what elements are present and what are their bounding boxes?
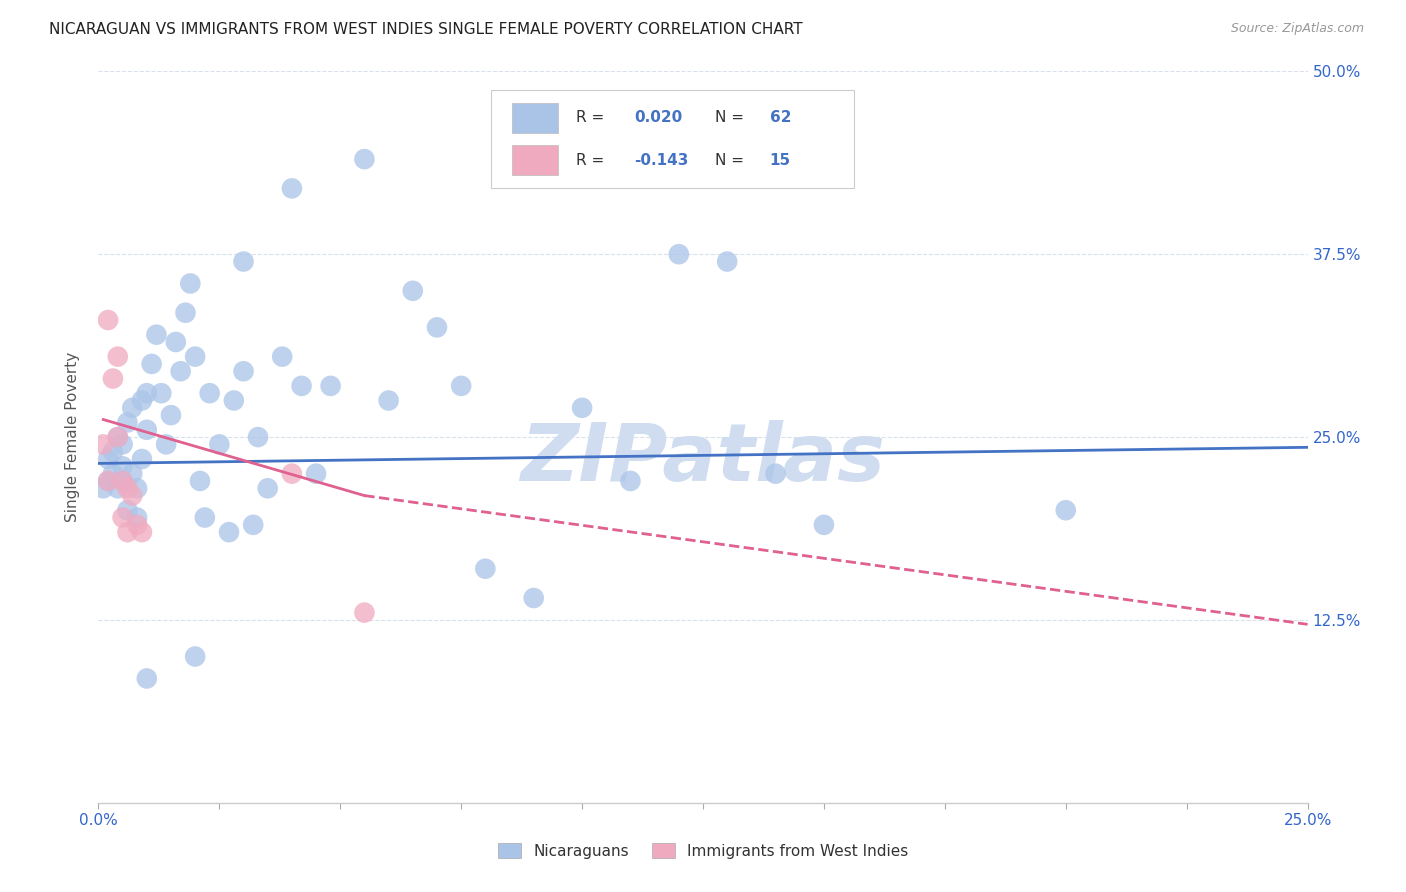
Point <box>619 474 641 488</box>
Point <box>107 430 129 444</box>
FancyBboxPatch shape <box>512 145 558 175</box>
Point <box>127 510 149 524</box>
Point <box>1054 503 1077 517</box>
Point <box>121 401 143 415</box>
Point <box>402 284 425 298</box>
Point <box>101 371 124 385</box>
Point <box>107 481 129 495</box>
Point <box>208 437 231 451</box>
Point <box>174 306 197 320</box>
Point <box>169 364 191 378</box>
Point <box>184 649 207 664</box>
Point <box>111 459 134 474</box>
Point <box>97 474 120 488</box>
Point <box>97 474 120 488</box>
Point <box>232 364 254 378</box>
Point <box>232 254 254 268</box>
Point <box>121 489 143 503</box>
Point <box>111 474 134 488</box>
Point <box>111 474 134 488</box>
Text: N =: N = <box>716 153 749 168</box>
Point <box>247 430 270 444</box>
Text: R =: R = <box>576 111 609 126</box>
Text: NICARAGUAN VS IMMIGRANTS FROM WEST INDIES SINGLE FEMALE POVERTY CORRELATION CHAR: NICARAGUAN VS IMMIGRANTS FROM WEST INDIE… <box>49 22 803 37</box>
Point <box>145 327 167 342</box>
Point <box>353 152 375 166</box>
Point <box>117 503 139 517</box>
Point <box>150 386 173 401</box>
Point <box>135 423 157 437</box>
Point <box>813 517 835 532</box>
Point <box>218 525 240 540</box>
Point <box>141 357 163 371</box>
Point <box>165 334 187 349</box>
Point <box>91 437 114 451</box>
Point <box>107 430 129 444</box>
Point <box>377 393 399 408</box>
Point <box>155 437 177 451</box>
Point <box>101 444 124 458</box>
Point <box>426 320 449 334</box>
Point <box>765 467 787 481</box>
Y-axis label: Single Female Poverty: Single Female Poverty <box>65 352 80 522</box>
Point <box>198 386 221 401</box>
Point <box>281 467 304 481</box>
Point <box>256 481 278 495</box>
Point <box>117 481 139 495</box>
Point <box>281 181 304 195</box>
Point <box>111 510 134 524</box>
Point <box>290 379 312 393</box>
Point <box>716 254 738 268</box>
Legend: Nicaraguans, Immigrants from West Indies: Nicaraguans, Immigrants from West Indies <box>492 837 914 864</box>
FancyBboxPatch shape <box>512 103 558 133</box>
Point <box>135 672 157 686</box>
Point <box>188 474 211 488</box>
Point <box>131 393 153 408</box>
Point <box>97 452 120 467</box>
Point <box>450 379 472 393</box>
Text: 0.020: 0.020 <box>634 111 682 126</box>
FancyBboxPatch shape <box>492 90 855 188</box>
Point <box>353 606 375 620</box>
Point <box>97 313 120 327</box>
Text: Source: ZipAtlas.com: Source: ZipAtlas.com <box>1230 22 1364 36</box>
Point <box>117 525 139 540</box>
Point <box>305 467 328 481</box>
Point <box>127 517 149 532</box>
Text: ZIPatlas: ZIPatlas <box>520 420 886 498</box>
Point <box>194 510 217 524</box>
Point <box>121 467 143 481</box>
Point <box>101 467 124 481</box>
Text: 15: 15 <box>769 153 790 168</box>
Point <box>222 393 245 408</box>
Point <box>160 408 183 422</box>
Point <box>127 481 149 495</box>
Point <box>111 437 134 451</box>
Point <box>523 591 546 605</box>
Text: 62: 62 <box>769 111 792 126</box>
Point <box>135 386 157 401</box>
Point <box>131 452 153 467</box>
Point <box>91 481 114 495</box>
Point <box>668 247 690 261</box>
Point <box>117 416 139 430</box>
Point <box>179 277 201 291</box>
Point <box>131 525 153 540</box>
Point <box>107 350 129 364</box>
Text: N =: N = <box>716 111 749 126</box>
Text: -0.143: -0.143 <box>634 153 689 168</box>
Point <box>474 562 496 576</box>
Text: R =: R = <box>576 153 609 168</box>
Point <box>271 350 294 364</box>
Point <box>319 379 342 393</box>
Point <box>242 517 264 532</box>
Point <box>571 401 593 415</box>
Point <box>184 350 207 364</box>
